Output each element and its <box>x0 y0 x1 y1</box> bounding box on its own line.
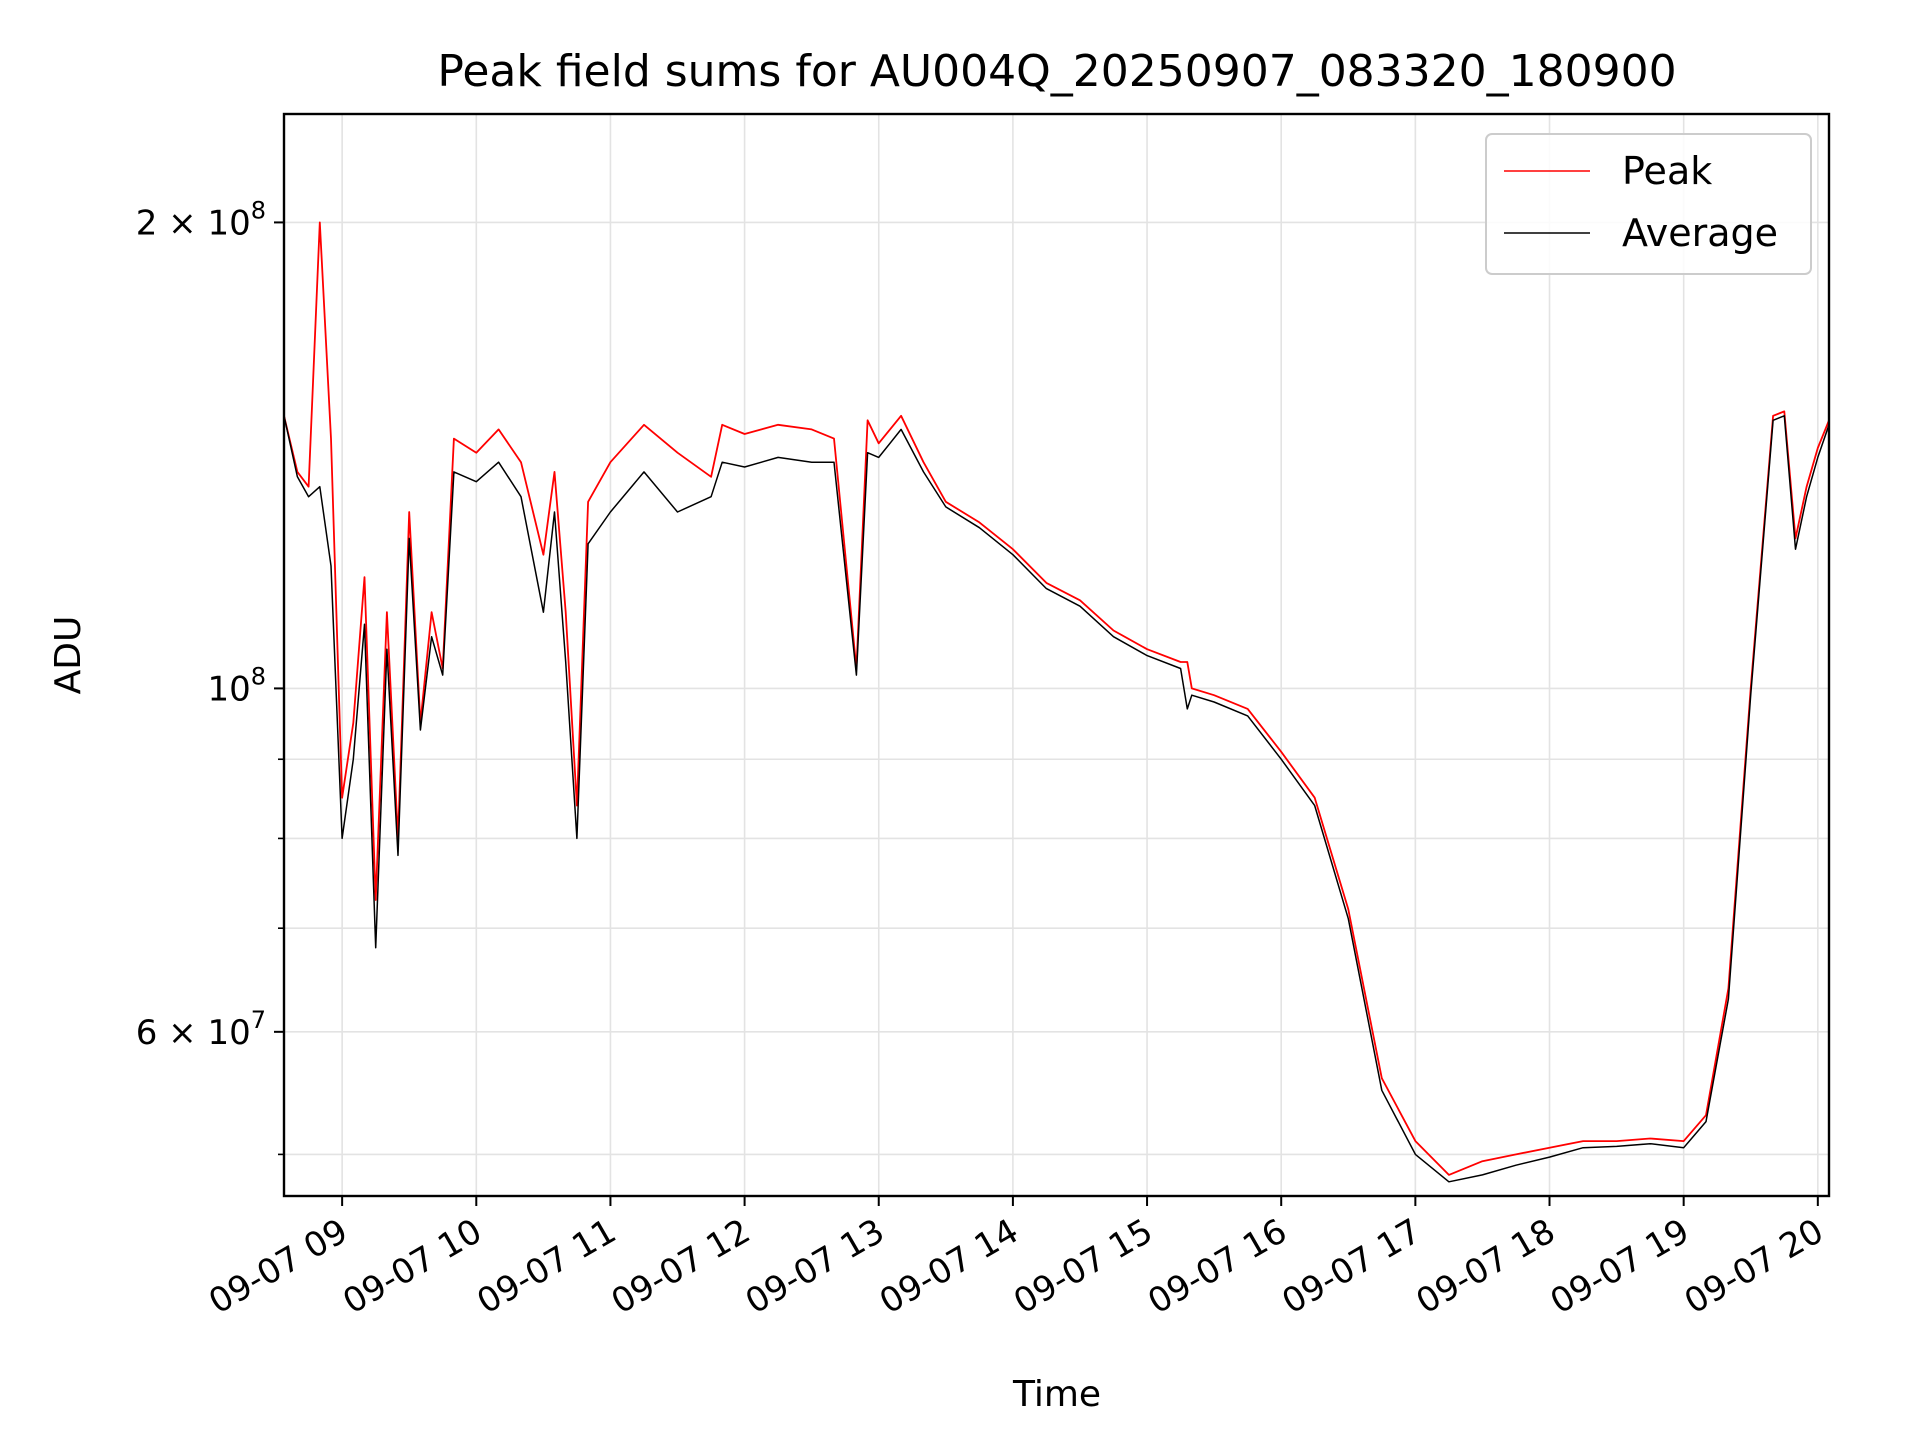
y-tick-label: 108 <box>207 662 266 709</box>
chart-title: Peak field sums for AU004Q_20250907_0833… <box>437 46 1676 97</box>
y-axis-label: ADU <box>48 616 89 695</box>
legend-box <box>1485 133 1812 275</box>
series <box>284 221 1829 1183</box>
y-tick-label: 2 × 108 <box>136 196 266 243</box>
y-axis: 6 × 107 108 2 × 108 <box>136 196 284 1156</box>
y-tick-label: 6 × 107 <box>136 1006 266 1053</box>
x-axis-label: Time <box>1012 1374 1101 1415</box>
series-line-average <box>284 415 1829 1183</box>
plot-frame <box>282 112 1831 1198</box>
legend-label-peak: Peak <box>1622 149 1712 193</box>
legend: Peak Average <box>1485 133 1812 275</box>
legend-label-average: Average <box>1622 211 1778 255</box>
